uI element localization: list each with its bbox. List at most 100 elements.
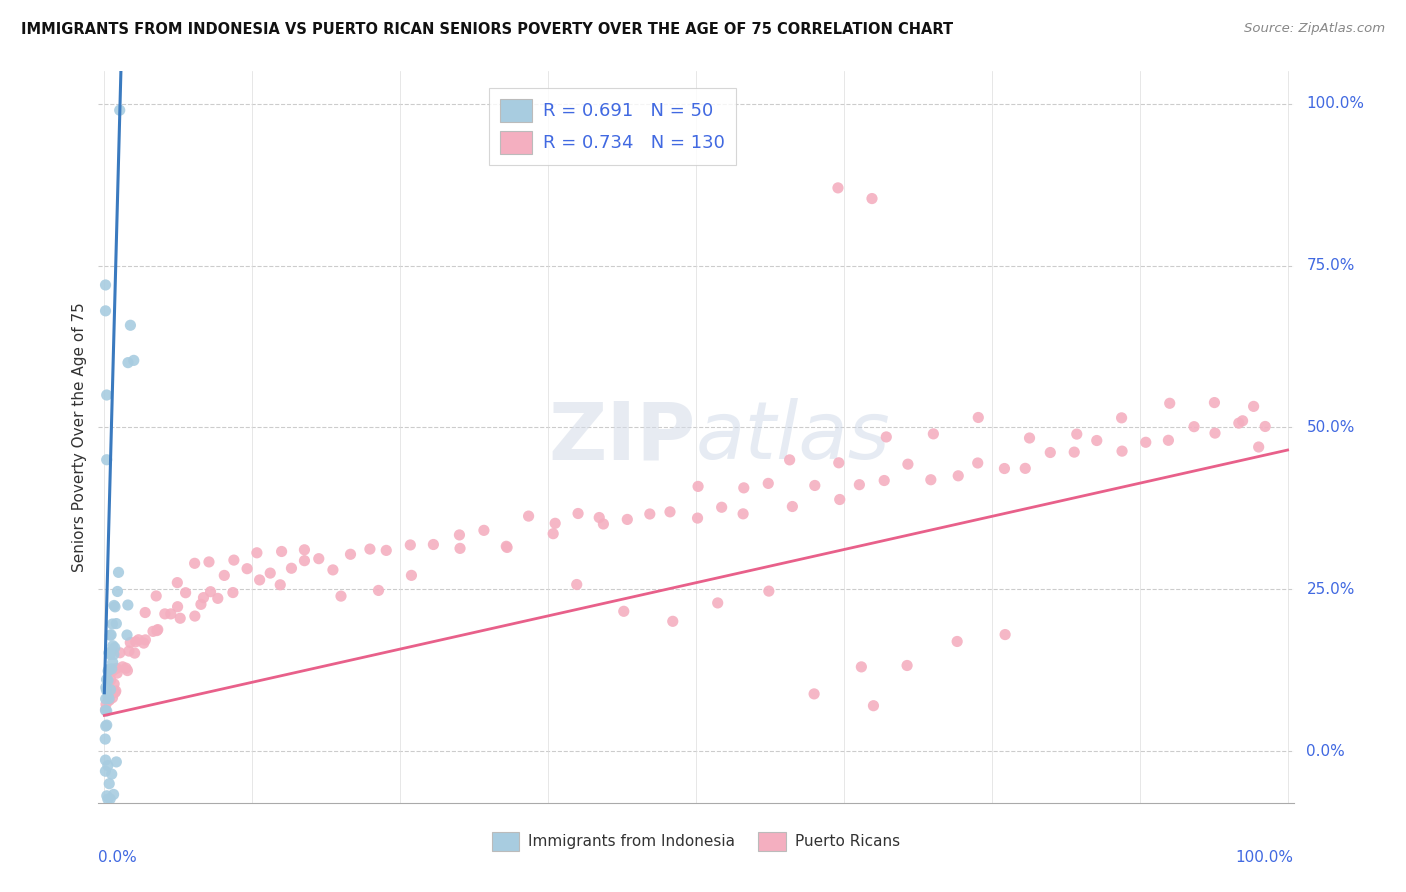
Point bbox=[280, 561, 302, 575]
Point bbox=[616, 512, 638, 526]
Point bbox=[1227, 416, 1250, 430]
Point bbox=[946, 634, 969, 648]
Point bbox=[322, 563, 344, 577]
Point bbox=[897, 457, 920, 471]
Text: 100.0%: 100.0% bbox=[1236, 850, 1294, 865]
Point bbox=[146, 624, 169, 638]
Point bbox=[994, 627, 1017, 641]
Point bbox=[97, 664, 120, 678]
Point bbox=[922, 426, 945, 441]
Point bbox=[1135, 435, 1157, 450]
Point bbox=[294, 542, 316, 557]
Point bbox=[100, 628, 122, 642]
Point bbox=[98, 777, 121, 791]
Point bbox=[686, 511, 709, 525]
Point bbox=[105, 661, 128, 675]
Point bbox=[848, 477, 870, 491]
Point bbox=[733, 507, 755, 521]
Point bbox=[105, 616, 128, 631]
Point bbox=[104, 684, 127, 698]
Point bbox=[117, 598, 139, 612]
Text: 0.0%: 0.0% bbox=[98, 850, 138, 865]
Point bbox=[96, 388, 118, 402]
Point bbox=[1014, 461, 1036, 475]
Point bbox=[101, 617, 124, 632]
Point bbox=[1111, 410, 1133, 425]
Point bbox=[592, 516, 614, 531]
Point bbox=[1018, 431, 1040, 445]
Point bbox=[166, 575, 188, 590]
Point bbox=[1182, 419, 1205, 434]
Point bbox=[98, 648, 121, 662]
Point bbox=[259, 566, 281, 580]
Point bbox=[97, 690, 120, 704]
Y-axis label: Seniors Poverty Over the Age of 75: Seniors Poverty Over the Age of 75 bbox=[72, 302, 87, 572]
Point bbox=[1159, 396, 1181, 410]
Point bbox=[1066, 427, 1088, 442]
Point bbox=[920, 473, 942, 487]
Point bbox=[1247, 440, 1270, 454]
Point bbox=[107, 584, 129, 599]
Text: 25.0%: 25.0% bbox=[1306, 582, 1355, 597]
Point bbox=[117, 664, 139, 678]
Point bbox=[294, 554, 316, 568]
Point bbox=[96, 452, 118, 467]
Point bbox=[101, 656, 124, 670]
Point bbox=[184, 609, 207, 624]
Point bbox=[567, 507, 589, 521]
Point bbox=[200, 584, 222, 599]
Point bbox=[120, 318, 142, 333]
Point bbox=[401, 568, 423, 582]
Point bbox=[134, 632, 156, 647]
Text: 50.0%: 50.0% bbox=[1306, 420, 1355, 435]
Point bbox=[94, 703, 117, 717]
Point bbox=[330, 589, 353, 603]
Point bbox=[103, 677, 125, 691]
Point bbox=[706, 596, 728, 610]
Point bbox=[100, 767, 122, 781]
Point bbox=[638, 507, 661, 521]
Point bbox=[966, 456, 988, 470]
Point bbox=[339, 547, 361, 561]
Point bbox=[1204, 426, 1226, 441]
Point bbox=[101, 639, 124, 653]
Point bbox=[993, 461, 1015, 475]
Text: IMMIGRANTS FROM INDONESIA VS PUERTO RICAN SENIORS POVERTY OVER THE AGE OF 75 COR: IMMIGRANTS FROM INDONESIA VS PUERTO RICA… bbox=[21, 22, 953, 37]
Text: 100.0%: 100.0% bbox=[1306, 96, 1364, 112]
Point bbox=[118, 644, 141, 658]
Point bbox=[98, 693, 121, 707]
Point bbox=[97, 673, 120, 688]
Text: atlas: atlas bbox=[696, 398, 891, 476]
Point bbox=[198, 555, 221, 569]
Point bbox=[115, 628, 138, 642]
Legend: Immigrants from Indonesia, Puerto Ricans: Immigrants from Indonesia, Puerto Ricans bbox=[485, 825, 907, 857]
Point bbox=[756, 476, 779, 491]
Point bbox=[222, 553, 245, 567]
Point bbox=[98, 792, 121, 806]
Point bbox=[1254, 419, 1277, 434]
Point bbox=[803, 687, 825, 701]
Point bbox=[103, 788, 125, 802]
Point bbox=[828, 456, 851, 470]
Point bbox=[132, 636, 155, 650]
Point bbox=[948, 468, 970, 483]
Point bbox=[308, 551, 330, 566]
Point bbox=[111, 660, 134, 674]
Point bbox=[782, 500, 804, 514]
Point bbox=[98, 691, 121, 706]
Point bbox=[101, 664, 124, 678]
Point bbox=[103, 648, 125, 662]
Point bbox=[496, 541, 519, 555]
Text: ZIP: ZIP bbox=[548, 398, 696, 476]
Point bbox=[828, 492, 851, 507]
Point bbox=[710, 500, 733, 515]
Point bbox=[100, 673, 122, 687]
Point bbox=[94, 732, 117, 747]
Point bbox=[125, 635, 148, 649]
Point bbox=[146, 623, 169, 637]
Point bbox=[124, 646, 146, 660]
Point bbox=[896, 658, 918, 673]
Point bbox=[100, 662, 122, 676]
Point bbox=[153, 607, 176, 621]
Point bbox=[128, 632, 150, 647]
